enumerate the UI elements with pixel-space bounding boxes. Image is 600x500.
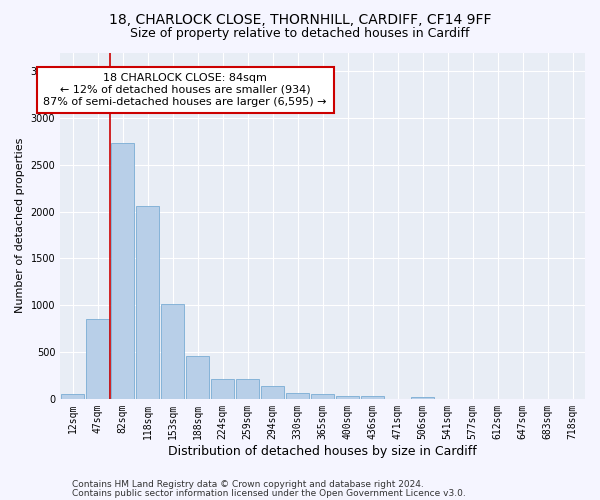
Bar — [337, 396, 359, 399]
Bar — [211, 378, 234, 399]
Text: 18 CHARLOCK CLOSE: 84sqm
← 12% of detached houses are smaller (934)
87% of semi-: 18 CHARLOCK CLOSE: 84sqm ← 12% of detach… — [43, 74, 327, 106]
Bar — [86, 320, 109, 399]
Bar — [361, 396, 384, 399]
Text: Size of property relative to detached houses in Cardiff: Size of property relative to detached ho… — [130, 28, 470, 40]
Bar — [311, 394, 334, 399]
Text: Contains HM Land Registry data © Crown copyright and database right 2024.: Contains HM Land Registry data © Crown c… — [72, 480, 424, 489]
Bar — [112, 144, 134, 399]
Y-axis label: Number of detached properties: Number of detached properties — [15, 138, 25, 314]
Bar — [236, 379, 259, 399]
Bar — [187, 356, 209, 399]
Bar — [412, 397, 434, 399]
Bar — [161, 304, 184, 399]
Bar — [61, 394, 84, 399]
Bar — [262, 386, 284, 399]
Bar — [136, 206, 159, 399]
Text: Contains public sector information licensed under the Open Government Licence v3: Contains public sector information licen… — [72, 488, 466, 498]
X-axis label: Distribution of detached houses by size in Cardiff: Distribution of detached houses by size … — [168, 444, 477, 458]
Bar — [286, 392, 309, 399]
Text: 18, CHARLOCK CLOSE, THORNHILL, CARDIFF, CF14 9FF: 18, CHARLOCK CLOSE, THORNHILL, CARDIFF, … — [109, 12, 491, 26]
